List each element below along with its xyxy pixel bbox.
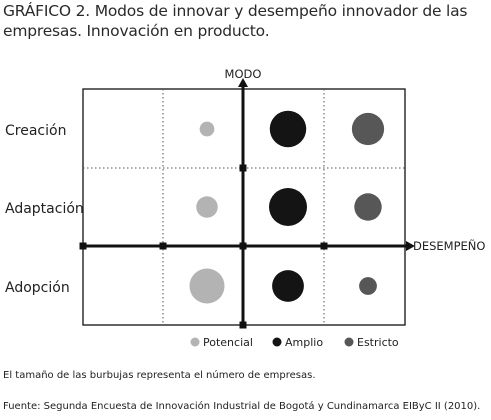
bubble-amplio-adopción: [272, 270, 304, 302]
legend-marker: [344, 337, 354, 347]
labels: Creación Adaptación Adopción MODO DESEMPEÑO: [5, 67, 485, 296]
bubble-amplio-adaptación: [269, 188, 307, 226]
legend-marker: [272, 337, 282, 347]
legend-label: Amplio: [285, 336, 323, 349]
x-axis-arrow: [406, 241, 415, 251]
x-axis-label: DESEMPEÑO: [413, 238, 485, 253]
chart-source: Fuente: Segunda Encuesta de Innovación I…: [3, 401, 481, 412]
bubble-potencial-creación: [199, 121, 215, 137]
row-label: Creación: [5, 123, 66, 139]
axis-tick-marker: [320, 242, 328, 250]
bubble-potencial-adopción: [189, 268, 225, 304]
bubble-amplio-creación: [269, 110, 307, 148]
row-label: Adopción: [5, 280, 70, 296]
bubble-potencial-adaptación: [196, 196, 218, 218]
axis-tick-marker: [79, 242, 87, 250]
legend: Potencial Amplio Estricto: [190, 336, 399, 349]
axis-tick-marker: [239, 242, 247, 250]
row-label: Adaptación: [5, 201, 84, 217]
chart-title: GRÁFICO 2. Modos de innovar y desempeño …: [3, 2, 468, 40]
legend-label: Estricto: [357, 336, 399, 349]
axes: [79, 78, 415, 329]
axis-tick-marker: [239, 321, 247, 329]
axis-tick-marker: [239, 164, 247, 172]
chart-note: El tamaño de las burbujas representa el …: [3, 370, 316, 381]
legend-label: Potencial: [203, 336, 253, 349]
bubble-estricto-creación: [351, 112, 385, 146]
y-axis-arrow: [238, 78, 248, 87]
legend-marker: [190, 337, 200, 347]
y-axis-label: MODO: [225, 67, 262, 81]
bubbles: [189, 110, 385, 304]
bubble-estricto-adopción: [359, 277, 377, 295]
bubble-estricto-adaptación: [354, 193, 382, 221]
axis-tick-marker: [159, 242, 167, 250]
